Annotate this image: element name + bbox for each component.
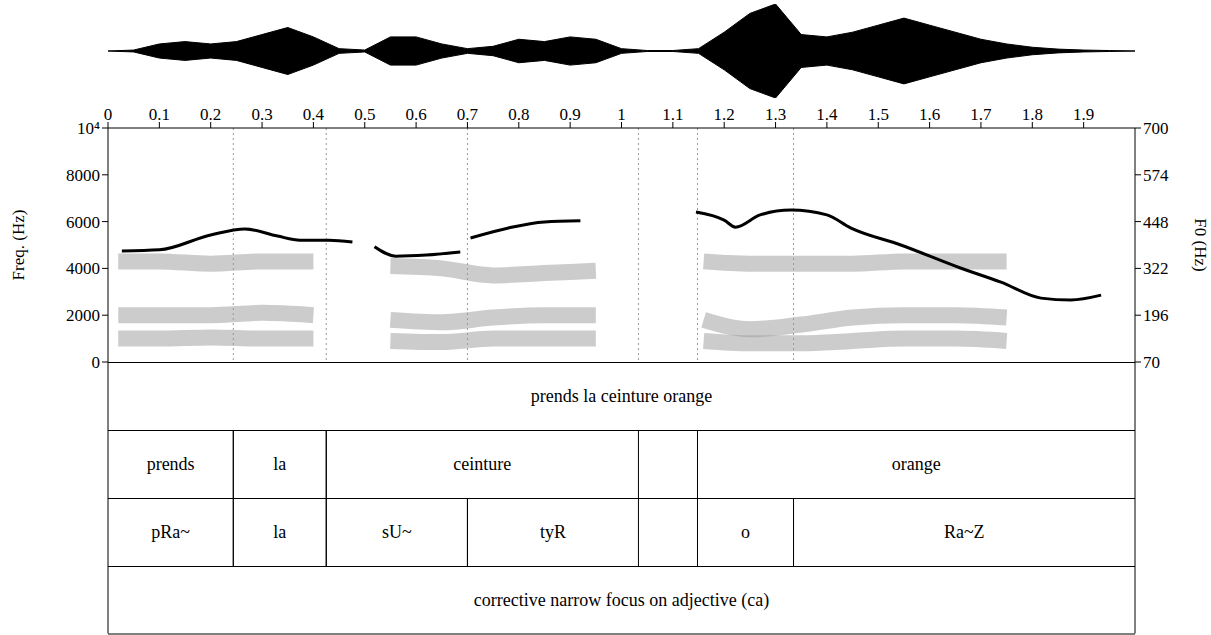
svg-text:F0 (Hz): F0 (Hz) [1191, 218, 1210, 271]
svg-text:0.9: 0.9 [560, 105, 581, 124]
svg-text:orange: orange [892, 454, 941, 474]
svg-text:1.9: 1.9 [1073, 105, 1094, 124]
svg-text:448: 448 [1143, 213, 1169, 232]
svg-text:ceinture: ceinture [453, 454, 511, 474]
svg-text:1: 1 [617, 105, 626, 124]
svg-text:1.5: 1.5 [868, 105, 889, 124]
svg-text:1.3: 1.3 [765, 105, 786, 124]
svg-text:574: 574 [1143, 166, 1169, 185]
svg-text:0.3: 0.3 [251, 105, 272, 124]
svg-text:la: la [273, 522, 286, 542]
svg-text:0: 0 [104, 105, 113, 124]
svg-text:1.4: 1.4 [816, 105, 838, 124]
svg-text:1.1: 1.1 [662, 105, 683, 124]
svg-text:prends la ceinture orange: prends la ceinture orange [531, 386, 712, 406]
svg-text:0.8: 0.8 [508, 105, 529, 124]
svg-text:0: 0 [92, 353, 101, 372]
svg-text:0.1: 0.1 [149, 105, 170, 124]
svg-text:2000: 2000 [66, 306, 100, 325]
svg-text:322: 322 [1143, 259, 1169, 278]
svg-text:196: 196 [1143, 306, 1169, 325]
svg-text:4000: 4000 [66, 259, 100, 278]
svg-text:0.7: 0.7 [457, 105, 479, 124]
svg-text:o: o [741, 522, 750, 542]
svg-text:0.5: 0.5 [354, 105, 375, 124]
svg-text:tyR: tyR [540, 522, 566, 542]
svg-text:corrective narrow focus on adj: corrective narrow focus on adjective (ca… [474, 590, 769, 611]
svg-text:la: la [273, 454, 286, 474]
svg-text:8000: 8000 [66, 166, 100, 185]
svg-text:1.8: 1.8 [1022, 105, 1043, 124]
svg-text:700: 700 [1143, 119, 1169, 138]
svg-text:prends: prends [147, 454, 195, 474]
svg-text:1.6: 1.6 [919, 105, 940, 124]
svg-text:pRa~: pRa~ [151, 522, 190, 542]
svg-text:1.7: 1.7 [970, 105, 992, 124]
svg-text:0.4: 0.4 [303, 105, 325, 124]
svg-text:10⁴: 10⁴ [77, 119, 100, 138]
svg-text:6000: 6000 [66, 213, 100, 232]
svg-text:Freq. (Hz): Freq. (Hz) [9, 210, 28, 281]
svg-text:70: 70 [1143, 353, 1160, 372]
svg-text:0.2: 0.2 [200, 105, 221, 124]
svg-text:Ra~Z: Ra~Z [944, 522, 985, 542]
svg-text:1.2: 1.2 [714, 105, 735, 124]
svg-text:0.6: 0.6 [405, 105, 426, 124]
svg-text:sU~: sU~ [382, 522, 412, 542]
